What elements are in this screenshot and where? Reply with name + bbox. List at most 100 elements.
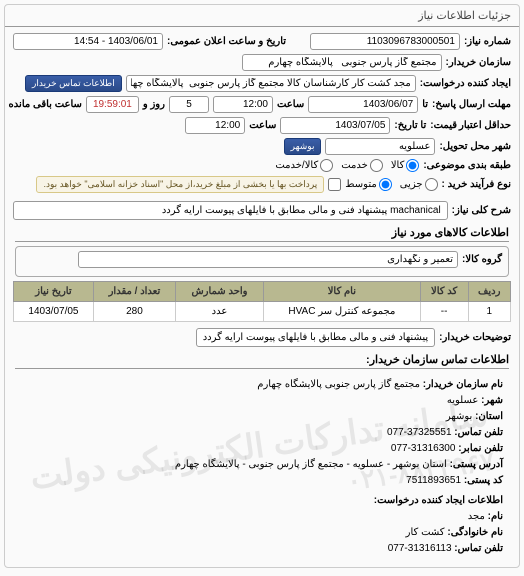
c-city-label: شهر:	[481, 395, 503, 406]
cr-name: مجد	[468, 511, 485, 522]
c-state: بوشهر	[446, 411, 472, 422]
requester-label: ایجاد کننده درخواست:	[420, 78, 511, 89]
need-no-label: شماره نیاز:	[464, 36, 511, 47]
packaging-label: طبقه بندی موضوعی:	[423, 160, 511, 171]
cr-name-label: نام:	[488, 511, 503, 522]
requester-input[interactable]	[126, 75, 416, 92]
c-phone: 37325551-077	[387, 427, 452, 438]
pkg-service-label: خدمت	[341, 160, 368, 171]
pkg-goods-label: کالا	[391, 160, 405, 171]
th-unit: واحد شمارش	[175, 282, 263, 302]
pt-partial-label: جزیی	[400, 179, 423, 190]
pt-partial-input[interactable]	[425, 178, 438, 191]
row-description: شرح کلی نیاز: machanical پیشنهاد فنی و م…	[13, 201, 511, 220]
c-address: استان بوشهر - عسلویه - مجتمع گاز پارس جن…	[175, 459, 447, 470]
th-date: تاریخ نیاز	[14, 282, 94, 302]
c-postcode: 7511893651	[406, 475, 461, 486]
td-row: 1	[468, 302, 510, 322]
contact-block: سامانه تدارکات الکترونیکی دولت ۰۲۱-۸۸۳۴۹…	[13, 373, 511, 561]
c-address-label: آدرس پستی:	[450, 459, 503, 470]
cr-family-label: نام خانوادگی:	[447, 527, 503, 538]
row-requester: ایجاد کننده درخواست: اطلاعات تماس خریدار	[13, 75, 511, 92]
th-name: نام کالا	[263, 282, 420, 302]
c-postcode-label: کد پستی:	[464, 475, 503, 486]
creator-section-title: اطلاعات ایجاد کننده درخواست:	[21, 493, 503, 509]
table-row[interactable]: 1 -- مجموعه کنترل سر HVAC عدد 280 1403/0…	[14, 302, 511, 322]
pt-medium-radio[interactable]: متوسط	[345, 178, 391, 191]
days-and-label: روز و	[143, 99, 165, 110]
td-unit: عدد	[175, 302, 263, 322]
row-packaging: طبقه بندی موضوعی: کالا خدمت کالا/خدمت	[13, 159, 511, 172]
panel-title: جزئیات اطلاعات نیاز	[5, 5, 519, 27]
pkg-service-input[interactable]	[370, 159, 383, 172]
buyer-org-input[interactable]	[242, 54, 442, 71]
th-code: کد کالا	[420, 282, 468, 302]
pt-medium-input[interactable]	[379, 178, 392, 191]
buyer-org-label: سازمان خریدار:	[446, 57, 511, 68]
group-input[interactable]	[78, 251, 458, 268]
row-need-no: شماره نیاز: تاریخ و ساعت اعلان عمومی:	[13, 33, 511, 50]
c-org: مجتمع گاز پارس جنوبی پالایشگاه چهارم	[257, 379, 420, 390]
goods-section-title: اطلاعات کالاهای مورد نیاز	[15, 226, 509, 242]
row-validity: حداقل اعتبار قیمت: تا تاریخ: ساعت	[13, 117, 511, 134]
c-city: عسلویه	[447, 395, 479, 406]
pkg-service-radio[interactable]: خدمت	[341, 159, 383, 172]
treasury-note: پرداخت بها یا بخشی از مبلغ خرید،از محل "…	[36, 176, 324, 193]
c-fax-label: تلفن نمابر:	[458, 443, 503, 454]
td-code: --	[420, 302, 468, 322]
purchase-type-label: نوع فرآیند خرید :	[442, 179, 511, 190]
days-input[interactable]	[169, 96, 209, 113]
group-fieldset: گروه کالا:	[15, 246, 509, 277]
need-details-panel: جزئیات اطلاعات نیاز شماره نیاز: تاریخ و …	[4, 4, 520, 568]
cr-family: کشت کار	[406, 527, 445, 538]
pkg-both-label: کالا/خدمت	[275, 160, 318, 171]
pt-partial-radio[interactable]: جزیی	[400, 178, 438, 191]
row-buyer-org: سازمان خریدار:	[13, 54, 511, 71]
city-button[interactable]: بوشهر	[284, 138, 322, 155]
pkg-goods-radio[interactable]: کالا	[391, 159, 420, 172]
validity-saat-label: ساعت	[249, 120, 276, 131]
validity-label: حداقل اعتبار	[459, 120, 511, 131]
goods-table: ردیف کد کالا نام کالا واحد شمارش تعداد /…	[13, 281, 511, 322]
group-label: گروه کالا:	[462, 254, 502, 265]
row-answer-deadline: مهلت ارسال پاسخ: تا ساعت روز و 19:59:01 …	[13, 96, 511, 113]
validity-time-input[interactable]	[185, 117, 245, 134]
th-row: ردیف	[468, 282, 510, 302]
pt-medium-label: متوسط	[345, 179, 376, 190]
row-delivery-city: شهر محل تحویل: بوشهر	[13, 138, 511, 155]
c-phone-label: تلفن تماس:	[454, 427, 503, 438]
countdown-suffix: ساعت باقی مانده	[9, 99, 82, 110]
td-qty: 280	[93, 302, 175, 322]
need-no-input[interactable]	[310, 33, 460, 50]
pkg-both-input[interactable]	[320, 159, 333, 172]
price-label: قیمت:	[430, 120, 457, 131]
buyer-contact-button[interactable]: اطلاعات تماس خریدار	[25, 75, 122, 92]
announce-date-input[interactable]	[13, 33, 163, 50]
answer-time-input[interactable]	[213, 96, 273, 113]
answer-to-label: تا	[422, 99, 428, 110]
c-state-label: استان:	[475, 411, 503, 422]
td-date: 1403/07/05	[14, 302, 94, 322]
answer-date-input[interactable]	[308, 96, 418, 113]
validity-date-input[interactable]	[280, 117, 390, 134]
delivery-city-input[interactable]	[325, 138, 435, 155]
c-org-label: نام سازمان خریدار:	[423, 379, 503, 390]
row-purchase-type: نوع فرآیند خرید : جزیی متوسط پرداخت بها …	[13, 176, 511, 193]
answer-saat-label: ساعت	[277, 99, 304, 110]
td-name: مجموعه کنترل سر HVAC	[263, 302, 420, 322]
treasury-checkbox[interactable]	[328, 178, 341, 191]
desc-text: machanical پیشنهاد فنی و مالی مطابق با ف…	[13, 201, 448, 220]
pkg-both-radio[interactable]: کالا/خدمت	[275, 159, 333, 172]
row-buyer-comments: توضیحات خریدار: پیشنهاد فنی و مالی مطابق…	[13, 328, 511, 347]
pkg-goods-input[interactable]	[406, 159, 419, 172]
price-to-label: تا تاریخ:	[394, 120, 426, 131]
answer-deadline-label: مهلت ارسال پاسخ:	[432, 99, 511, 110]
th-qty: تعداد / مقدار	[93, 282, 175, 302]
contact-section-title: اطلاعات تماس سازمان خریدار:	[15, 353, 509, 369]
cr-phone-label: تلفن تماس:	[454, 543, 503, 554]
desc-label: شرح کلی نیاز:	[452, 205, 511, 216]
c-fax: 31316300-077	[391, 443, 456, 454]
cr-phone: 31316113-077	[388, 543, 452, 554]
buyer-comments-text: پیشنهاد فنی و مالی مطابق با فایلهای پیوس…	[196, 328, 435, 347]
announce-label: تاریخ و ساعت اعلان عمومی:	[167, 36, 286, 47]
